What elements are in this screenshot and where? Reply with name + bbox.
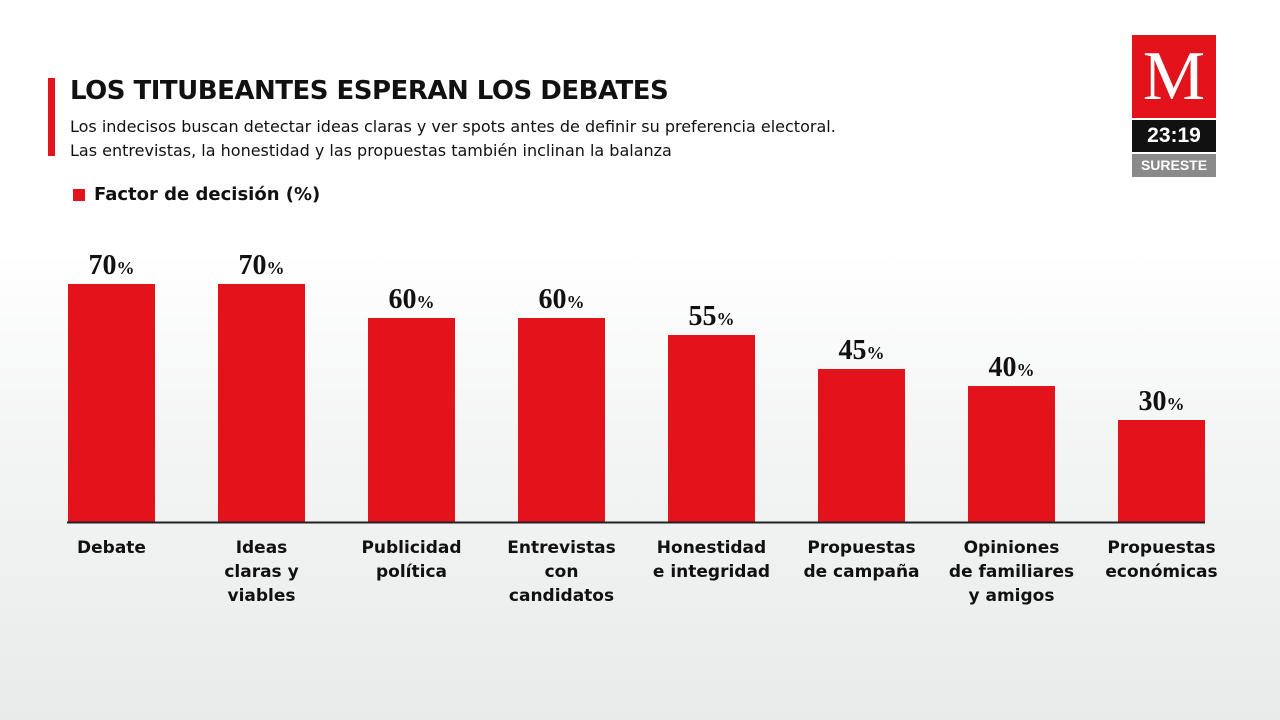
category-label-3: Publicidad política [361,538,461,582]
channel-logo: M 23:19 SURESTE [1132,35,1216,177]
value-label-2: 70% [239,250,285,281]
legend-label: Factor de decisión (%) [94,184,321,205]
value-label-8: 30% [1139,386,1185,417]
subtitle-line-2: Las entrevistas, la honestidad y las pro… [70,141,672,160]
bar-4 [518,318,605,522]
category-label-8: Propuestas económicas [1105,538,1217,582]
category-label-7: Opiniones de familiares y amigos [949,538,1074,606]
logo-letter: M [1132,35,1216,118]
bar-5 [668,335,755,522]
bar-2 [218,284,305,522]
category-label-6: Propuestas de campaña [803,538,919,582]
value-label-6: 45% [839,335,885,366]
bar-8 [1118,420,1205,522]
logo-region: SURESTE [1132,154,1216,177]
bar-7 [968,386,1055,522]
bar-3 [368,318,455,522]
value-label-1: 70% [89,250,135,281]
chart-title: LOS TITUBEANTES ESPERAN LOS DEBATES [70,76,669,106]
category-label-4: Entrevistas con candidatos [507,538,616,606]
category-label-1: Debate [77,538,146,558]
value-label-5: 55% [689,301,735,332]
subtitle-line-1: Los indecisos buscan detectar ideas clar… [70,117,836,136]
bar-1 [68,284,155,522]
value-label-7: 40% [989,352,1035,383]
value-label-4: 60% [539,284,585,315]
title-accent-bar [48,78,55,156]
value-label-3: 60% [389,284,435,315]
legend-swatch [73,188,85,201]
category-label-2: Ideas claras y viables [224,538,298,606]
bar-6 [818,369,905,522]
legend: Factor de decisión (%) [73,184,320,205]
category-label-5: Honestidad e integridad [653,538,770,582]
logo-clock: 23:19 [1132,120,1216,152]
